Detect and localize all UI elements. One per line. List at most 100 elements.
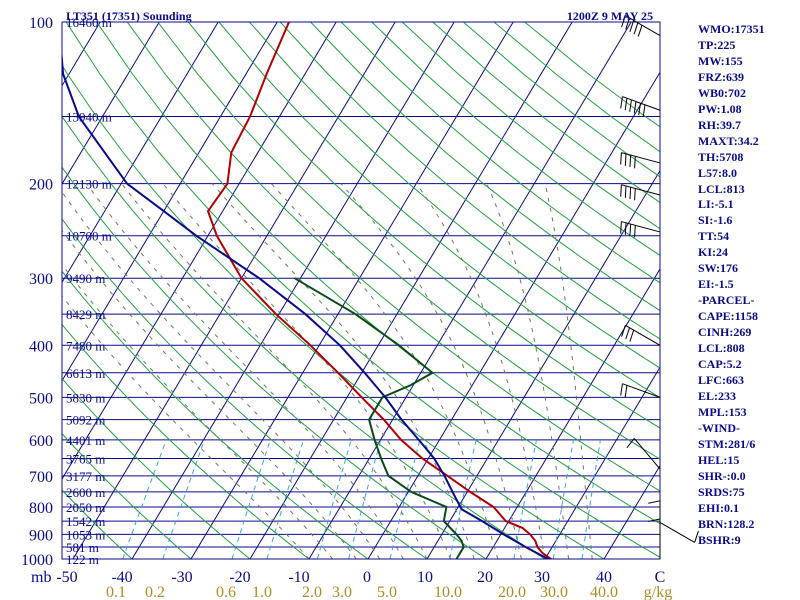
- wind-barb-flag: [634, 188, 636, 201]
- pressure-tick-label: 700: [29, 469, 53, 486]
- moist-adiabat-line: [62, 263, 333, 559]
- height-label: 12130 m: [66, 177, 112, 192]
- height-label: 13940 m: [66, 110, 112, 125]
- dry-adiabat-line: [218, 22, 660, 399]
- temperature-tick-label: 10: [417, 569, 433, 586]
- dry-adiabat-line: [340, 22, 660, 284]
- mixing-ratio-label: 0.6: [216, 584, 236, 600]
- dry-adiabat-line: [62, 115, 546, 559]
- mixing-ratio-label: g/kg: [644, 584, 672, 600]
- index-item: -WIND-: [698, 420, 740, 435]
- wind-barb: [621, 324, 661, 346]
- dry-adiabat-line: [96, 22, 660, 525]
- wind-barb-flag: [620, 221, 622, 234]
- wind-barb-flag: [648, 518, 661, 522]
- index-item: -PARCEL-: [698, 293, 755, 308]
- index-item: PW:1.08: [698, 101, 742, 116]
- wind-barb-flag: [625, 327, 630, 340]
- height-label: 581 m: [66, 540, 99, 555]
- moist-adiabat-line: [544, 183, 593, 559]
- dry-adiabat-line: [188, 22, 660, 429]
- index-item: CAP:5.2: [698, 357, 742, 372]
- wind-barb-staff: [621, 184, 661, 196]
- wind-barb: [648, 518, 661, 559]
- index-item: EHI:0.1: [698, 500, 740, 515]
- dry-adiabat-line: [249, 22, 660, 369]
- mixing-ratio-line: [266, 439, 304, 559]
- index-item: L57:8.0: [698, 165, 737, 180]
- height-label: 2600 m: [66, 485, 105, 500]
- index-item: WMO:17351: [698, 22, 765, 36]
- mixing-ratio-label: 0.2: [145, 584, 165, 600]
- mixing-ratio-label: 30.0: [540, 584, 568, 600]
- indices-panel: WMO:17351 TP:225 MW:155 FRZ:639 WB0:702 PW:1.…: [698, 22, 798, 548]
- index-item: BSHR:9: [698, 532, 741, 547]
- mixing-ratio-line: [581, 439, 601, 559]
- wind-barb-flag: [621, 325, 626, 337]
- pressure-tick-label: 800: [29, 500, 53, 517]
- wind-barb-flag: [620, 383, 623, 396]
- wind-barb-staff: [625, 324, 661, 346]
- pressure-tick-label: 500: [29, 390, 53, 407]
- moist-adiabat-line: [62, 191, 381, 559]
- dry-adiabat-line: [62, 377, 251, 559]
- moist-adiabat-line: [211, 183, 475, 559]
- wind-barb-flag: [620, 184, 622, 197]
- isotherm-line: [62, 22, 337, 480]
- index-item: WB0:702: [698, 85, 746, 100]
- wind-barb-staff: [621, 152, 661, 164]
- isotherm-line: [485, 268, 660, 559]
- wind-barb-flag: [637, 25, 643, 37]
- wind-barb-staff: [622, 96, 661, 111]
- temperature-tick-label: 20: [477, 569, 493, 586]
- height-label: 8429 m: [66, 307, 105, 322]
- wind-barb-staff: [622, 383, 661, 398]
- pressure-tick-label: 100: [29, 15, 53, 32]
- index-item: BRN:128.2: [698, 516, 755, 531]
- height-label: 7480 m: [66, 338, 105, 353]
- temperature-profile: [206, 22, 554, 559]
- height-label: 1053 m: [66, 527, 105, 542]
- parcel-profile: [62, 47, 552, 559]
- wind-barb-flag: [626, 438, 635, 449]
- dewpoint-profile: [294, 277, 465, 559]
- y-axis-label: mb: [31, 569, 51, 586]
- wind-barb-flag: [629, 329, 635, 342]
- index-item: HEL:15: [698, 452, 740, 467]
- dry-adiabat-line: [62, 323, 310, 559]
- dry-adiabat-line: [62, 218, 428, 559]
- index-item: MPL:153: [698, 404, 747, 419]
- mixing-ratio-label: 5.0: [377, 584, 397, 600]
- moist-adiabat-line: [162, 183, 452, 559]
- wind-barb: [620, 96, 661, 117]
- index-item: MAXT:34.2: [698, 133, 759, 148]
- wind-barb-flag: [624, 385, 628, 398]
- mixing-ratio-line: [231, 439, 271, 559]
- isotherm-line: [131, 22, 455, 559]
- index-item: SRDS:75: [698, 484, 745, 499]
- wind-barb-flag: [629, 99, 632, 112]
- pressure-tick-label: 600: [29, 433, 53, 450]
- chart-time: 1200Z 9 MAY 25: [567, 9, 653, 23]
- mixing-ratio-label: 40.0: [590, 584, 618, 600]
- chart-grid: [62, 22, 660, 559]
- dry-adiabat-line: [62, 432, 192, 559]
- wind-barb-flag: [638, 103, 641, 116]
- moist-adiabat-line: [340, 183, 522, 559]
- wind-barb-flag: [629, 20, 635, 32]
- temperature-tick-label: -20: [229, 569, 250, 586]
- dry-adiabat-line: [126, 22, 660, 492]
- mixing-ratio-label: 3.0: [332, 584, 352, 600]
- mixing-ratio-line: [389, 439, 421, 559]
- isotherm-line: [62, 22, 219, 284]
- index-item: TP:225: [698, 37, 736, 52]
- height-label: 2050 m: [66, 500, 105, 515]
- pressure-tick-label: 900: [29, 527, 53, 544]
- index-item: CINH:269: [698, 325, 752, 340]
- mixing-ratio-line: [122, 439, 167, 559]
- wind-barb: [621, 15, 661, 37]
- isotherm-line: [367, 71, 660, 559]
- wind-barb-flag: [633, 22, 639, 35]
- height-label: 1542 m: [66, 514, 105, 529]
